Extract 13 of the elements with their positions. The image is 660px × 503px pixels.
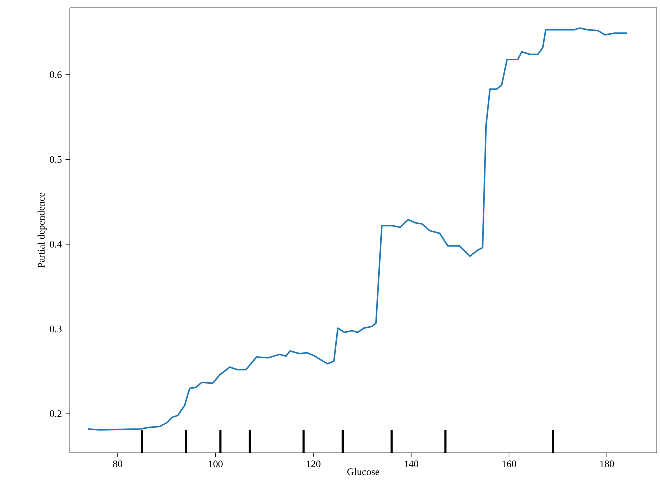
x-axis-title: Glucose: [348, 468, 380, 476]
x-tick-label: 80: [113, 460, 123, 468]
y-tick-label: 0.3: [50, 326, 62, 333]
x-tick-label: 160: [502, 460, 516, 468]
y-tick-label: 0.5: [50, 156, 62, 164]
y-tick-label: 0.6: [50, 72, 62, 78]
x-tick-label: 120: [307, 460, 321, 468]
x-tick-label: 100: [209, 460, 223, 468]
y-tick-label: 0.4: [50, 241, 62, 248]
x-tick-label: 180: [600, 460, 614, 468]
y-tick-label: 0.2: [50, 410, 62, 418]
y-axis-title: Partial dependence: [38, 193, 47, 268]
x-tick-label: 140: [404, 460, 419, 468]
